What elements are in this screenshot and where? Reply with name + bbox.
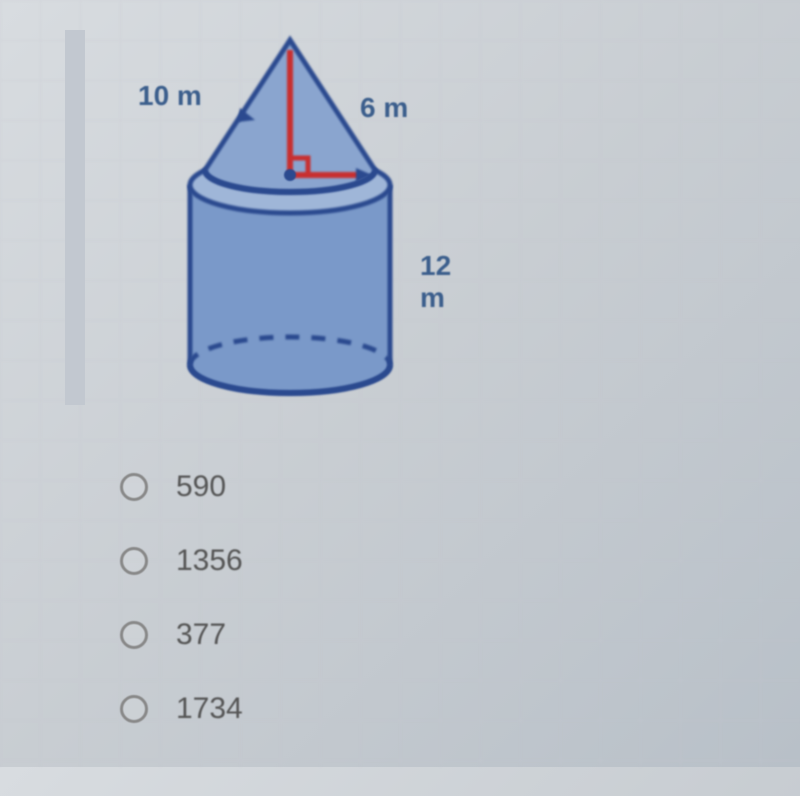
radius-label: 6 m — [360, 92, 408, 124]
left-divider-bar — [65, 30, 85, 405]
slant-height-label: 10 m — [138, 80, 202, 112]
content-wrapper: 10 m 6 m 12 m 590 1356 377 1734 — [0, 0, 800, 796]
option-377[interactable]: 377 — [120, 618, 740, 652]
radio-icon — [120, 695, 148, 723]
radio-icon — [120, 473, 148, 501]
option-label: 1356 — [176, 544, 243, 578]
option-label: 1734 — [176, 692, 243, 726]
option-label: 590 — [176, 470, 226, 504]
radio-icon — [120, 547, 148, 575]
cylinder-body — [190, 185, 390, 393]
geometry-diagram: 10 m 6 m 12 m — [120, 30, 460, 410]
center-point — [284, 169, 296, 181]
cylinder-height-label: 12 m — [420, 250, 460, 314]
answer-options: 590 1356 377 1734 — [120, 470, 740, 726]
radio-icon — [120, 621, 148, 649]
option-label: 377 — [176, 618, 226, 652]
option-1356[interactable]: 1356 — [120, 544, 740, 578]
option-1734[interactable]: 1734 — [120, 692, 740, 726]
option-590[interactable]: 590 — [120, 470, 740, 504]
